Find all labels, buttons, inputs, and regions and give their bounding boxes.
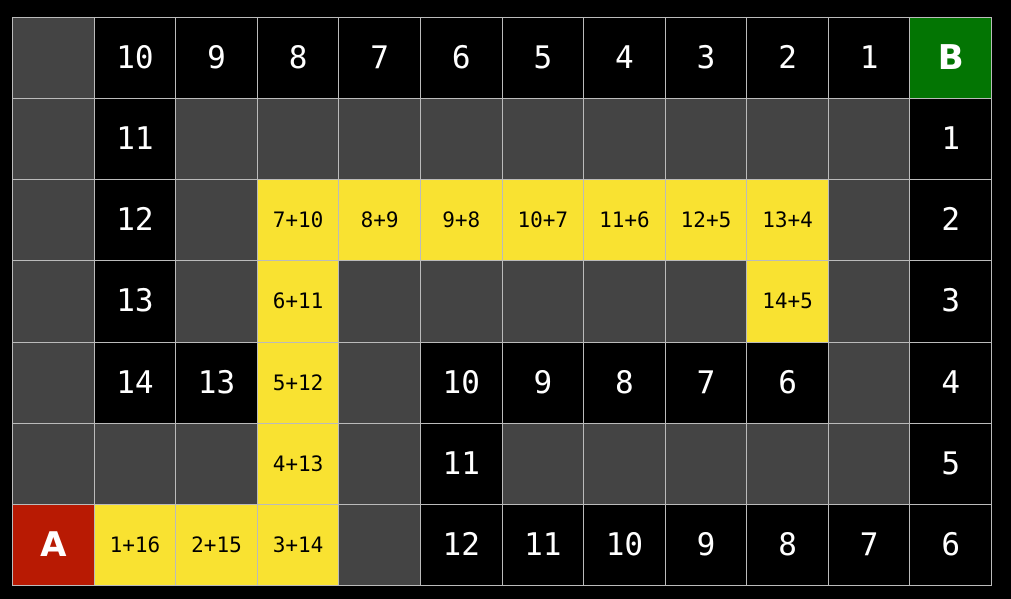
wall-cell	[176, 423, 258, 505]
wall-cell	[257, 99, 340, 181]
path-cell: 9+8	[420, 180, 503, 262]
path-cell: 13+4	[747, 180, 829, 262]
open-cell: 7	[665, 342, 748, 424]
wall-cell	[420, 99, 503, 181]
pathfinding-grid: 10 9 8 7 6 5 4 3 2 1 B 11 1 12 7+10 8+9 9+8 10+7 11+6 12+5 1…	[12, 17, 992, 586]
wall-cell	[13, 99, 95, 181]
path-cell: 12+5	[665, 180, 748, 262]
open-cell: 1	[910, 99, 992, 181]
open-cell: 14	[94, 342, 177, 424]
wall-cell	[339, 261, 421, 343]
wall-cell	[420, 261, 503, 343]
path-cell: 11+6	[584, 180, 666, 262]
wall-cell	[828, 180, 911, 262]
wall-cell	[176, 180, 258, 262]
wall-cell	[665, 261, 748, 343]
path-cell: 1+16	[94, 504, 177, 586]
wall-cell	[13, 342, 95, 424]
open-cell: 6	[747, 342, 829, 424]
path-cell: 7+10	[257, 180, 340, 262]
open-cell: 11	[420, 423, 503, 505]
wall-cell	[828, 261, 911, 343]
path-cell: 4+13	[257, 423, 340, 505]
path-cell: 8+9	[339, 180, 421, 262]
wall-cell	[584, 423, 666, 505]
wall-cell	[665, 99, 748, 181]
open-cell: 5	[910, 423, 992, 505]
wall-cell	[13, 261, 95, 343]
wall-cell	[828, 342, 911, 424]
open-cell: 8	[257, 18, 340, 100]
wall-cell	[828, 99, 911, 181]
wall-cell	[747, 99, 829, 181]
open-cell: 10	[94, 18, 177, 100]
path-cell: 5+12	[257, 342, 340, 424]
wall-cell	[339, 423, 421, 505]
open-cell: 8	[584, 342, 666, 424]
wall-cell	[502, 423, 585, 505]
open-cell: 10	[584, 504, 666, 586]
wall-cell	[13, 423, 95, 505]
open-cell: 11	[502, 504, 585, 586]
open-cell: 13	[94, 261, 177, 343]
wall-cell	[339, 504, 421, 586]
path-cell: 6+11	[257, 261, 340, 343]
wall-cell	[13, 18, 95, 100]
open-cell: 9	[502, 342, 585, 424]
open-cell: 1	[828, 18, 911, 100]
wall-cell	[502, 261, 585, 343]
wall-cell	[339, 99, 421, 181]
wall-cell	[584, 261, 666, 343]
path-cell: 14+5	[747, 261, 829, 343]
path-cell: 10+7	[502, 180, 585, 262]
open-cell: 7	[339, 18, 421, 100]
wall-cell	[176, 99, 258, 181]
open-cell: 9	[665, 504, 748, 586]
open-cell: 3	[665, 18, 748, 100]
open-cell: 3	[910, 261, 992, 343]
wall-cell	[94, 423, 177, 505]
open-cell: 4	[910, 342, 992, 424]
open-cell: 10	[420, 342, 503, 424]
wall-cell	[584, 99, 666, 181]
open-cell: 8	[747, 504, 829, 586]
open-cell: 9	[176, 18, 258, 100]
wall-cell	[339, 342, 421, 424]
open-cell: 5	[502, 18, 585, 100]
wall-cell	[828, 423, 911, 505]
wall-cell	[13, 180, 95, 262]
wall-cell	[665, 423, 748, 505]
open-cell: 12	[94, 180, 177, 262]
open-cell: 6	[910, 504, 992, 586]
start-cell: A	[13, 504, 95, 586]
wall-cell	[176, 261, 258, 343]
open-cell: 2	[910, 180, 992, 262]
path-cell: 3+14	[257, 504, 340, 586]
open-cell: 13	[176, 342, 258, 424]
open-cell: 12	[420, 504, 503, 586]
open-cell: 4	[584, 18, 666, 100]
goal-cell: B	[910, 18, 992, 100]
open-cell: 11	[94, 99, 177, 181]
wall-cell	[747, 423, 829, 505]
open-cell: 2	[747, 18, 829, 100]
open-cell: 6	[420, 18, 503, 100]
wall-cell	[502, 99, 585, 181]
open-cell: 7	[828, 504, 911, 586]
path-cell: 2+15	[176, 504, 258, 586]
